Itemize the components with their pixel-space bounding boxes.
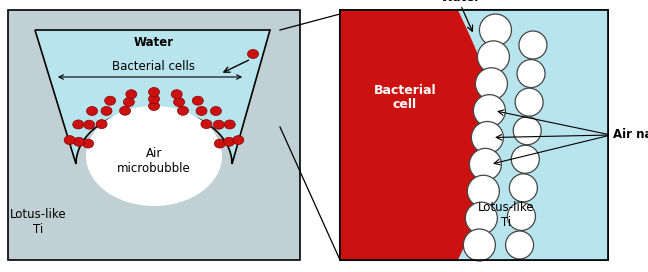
- Ellipse shape: [174, 98, 185, 107]
- Ellipse shape: [196, 106, 207, 115]
- Text: Air
microbubble: Air microbubble: [117, 147, 191, 175]
- Polygon shape: [35, 30, 270, 164]
- Ellipse shape: [86, 106, 222, 206]
- Ellipse shape: [211, 107, 222, 116]
- Polygon shape: [340, 10, 496, 260]
- Text: Lotus-like
Ti: Lotus-like Ti: [478, 201, 535, 229]
- Circle shape: [515, 88, 543, 116]
- Circle shape: [480, 14, 511, 46]
- Ellipse shape: [101, 106, 112, 115]
- Circle shape: [505, 231, 533, 259]
- Ellipse shape: [87, 107, 98, 116]
- Text: Bacterial
cell: Bacterial cell: [374, 84, 436, 112]
- Ellipse shape: [148, 101, 159, 110]
- Ellipse shape: [73, 120, 84, 129]
- Circle shape: [476, 68, 507, 100]
- Ellipse shape: [64, 135, 75, 145]
- Ellipse shape: [178, 106, 189, 115]
- Ellipse shape: [96, 120, 107, 129]
- Ellipse shape: [148, 94, 159, 104]
- Ellipse shape: [201, 120, 212, 129]
- Circle shape: [465, 202, 498, 234]
- Ellipse shape: [213, 120, 224, 129]
- Circle shape: [517, 60, 545, 88]
- Circle shape: [467, 175, 500, 207]
- Circle shape: [474, 95, 505, 127]
- Bar: [340, 10, 608, 260]
- Circle shape: [509, 174, 537, 202]
- Ellipse shape: [171, 90, 182, 99]
- Text: Bacterial cells: Bacterial cells: [113, 60, 196, 73]
- Ellipse shape: [83, 139, 94, 148]
- Circle shape: [471, 122, 503, 153]
- Ellipse shape: [126, 90, 137, 99]
- Ellipse shape: [224, 120, 235, 129]
- Circle shape: [513, 117, 541, 145]
- Ellipse shape: [192, 96, 203, 105]
- Bar: [8, 10, 300, 260]
- Ellipse shape: [119, 106, 130, 115]
- Ellipse shape: [248, 50, 259, 58]
- Ellipse shape: [73, 137, 84, 146]
- Text: Water: Water: [134, 36, 174, 48]
- Circle shape: [463, 229, 495, 261]
- Ellipse shape: [233, 135, 244, 145]
- Text: Lotus-like
Ti: Lotus-like Ti: [10, 208, 66, 236]
- Ellipse shape: [148, 88, 159, 97]
- Ellipse shape: [123, 98, 134, 107]
- Circle shape: [511, 145, 539, 173]
- Circle shape: [469, 148, 502, 180]
- Ellipse shape: [84, 120, 95, 129]
- Ellipse shape: [224, 137, 235, 146]
- Text: Air nanobubbles: Air nanobubbles: [613, 128, 648, 141]
- Circle shape: [519, 31, 547, 59]
- Bar: [340, 10, 608, 260]
- Ellipse shape: [105, 96, 115, 105]
- Ellipse shape: [214, 139, 226, 148]
- Circle shape: [478, 41, 509, 73]
- Text: Water: Water: [441, 0, 481, 4]
- Bar: [340, 10, 608, 260]
- Circle shape: [507, 202, 535, 230]
